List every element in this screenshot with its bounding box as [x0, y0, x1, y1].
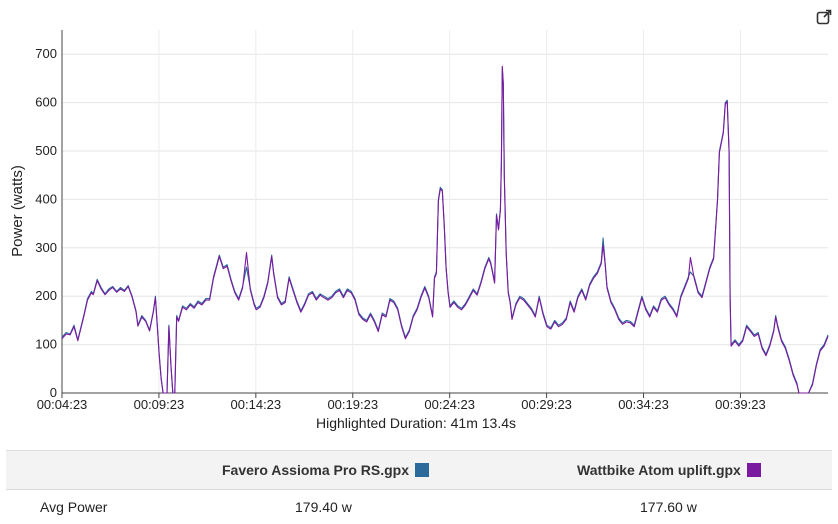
wattbike-power-line — [61, 65, 829, 394]
wattbike-value: 177.60 w — [640, 499, 697, 515]
y-tick-label: 200 — [35, 288, 57, 303]
x-tick-label: 00:19:23 — [327, 397, 378, 412]
file-column-favero: Favero Assioma Pro RS.gpx — [222, 451, 429, 489]
x-axis: 00:04:23 00:09:23 00:14:23 00:19:23 00:24:23… — [37, 392, 828, 412]
y-tick-label: 400 — [35, 191, 57, 206]
x-tick-label: 00:09:23 — [134, 397, 185, 412]
y-tick-label: 300 — [35, 240, 57, 255]
summary-header: Favero Assioma Pro RS.gpx Wattbike Atom … — [6, 450, 832, 490]
series-lines — [61, 65, 829, 394]
y-axis-title: Power (watts) — [9, 165, 26, 257]
y-tick-label: 700 — [35, 46, 57, 61]
favero-color-swatch — [414, 463, 429, 477]
file-name: Wattbike Atom uplift.gpx — [577, 462, 741, 478]
y-tick-label: 0 — [50, 385, 57, 400]
x-tick-label: 00:34:23 — [618, 397, 669, 412]
summary-table: Favero Assioma Pro RS.gpx Wattbike Atom … — [6, 450, 832, 524]
y-tick-label: 100 — [35, 337, 57, 352]
x-tick-label: 00:24:23 — [424, 397, 475, 412]
x-tick-label: 00:14:23 — [231, 397, 282, 412]
y-tick-label: 500 — [35, 143, 57, 158]
file-name: Favero Assioma Pro RS.gpx — [222, 462, 409, 478]
y-tick-label: 600 — [35, 95, 57, 110]
file-column-wattbike: Wattbike Atom uplift.gpx — [577, 451, 761, 489]
wattbike-color-swatch — [746, 463, 761, 477]
x-tick-label: 00:04:23 — [37, 397, 88, 412]
favero-value: 179.40 w — [295, 499, 352, 515]
x-tick-label: 00:29:23 — [521, 397, 572, 412]
y-axis: 0 100 200 300 400 500 600 700 — [35, 30, 63, 400]
external-link-icon[interactable] — [816, 9, 832, 25]
row-label: Avg Power — [40, 499, 108, 515]
summary-row-avg-power: Avg Power 179.40 w 177.60 w — [6, 490, 832, 524]
chart-grid — [61, 30, 828, 394]
x-tick-label: 00:39:23 — [715, 397, 766, 412]
highlighted-duration-label: Highlighted Duration: 41m 13.4s — [316, 415, 516, 431]
